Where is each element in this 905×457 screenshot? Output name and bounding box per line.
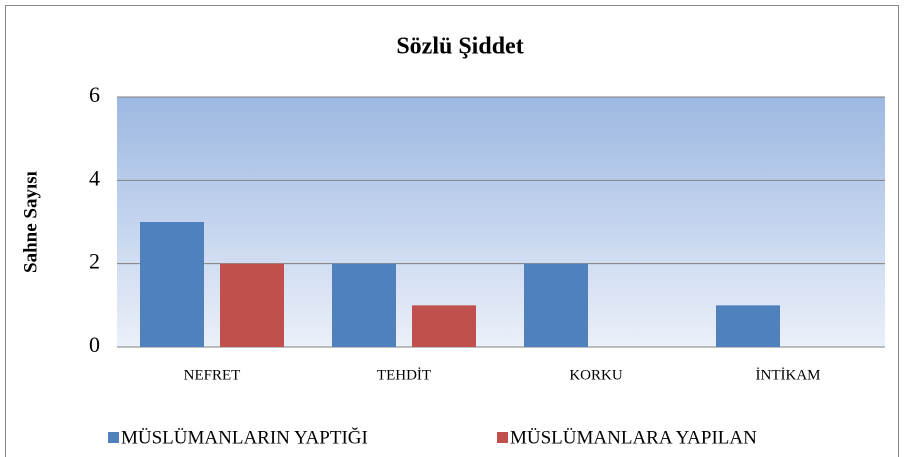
x-tick-label: TEHDİT	[377, 367, 431, 383]
y-tick-label: 0	[89, 332, 100, 357]
legend-swatch	[108, 432, 119, 443]
x-tick-label: İNTİKAM	[756, 367, 821, 383]
bar	[524, 263, 588, 347]
y-tick-label: 2	[89, 249, 100, 274]
x-tick-label: NEFRET	[184, 367, 241, 383]
y-axis-label: Sahne Sayısı	[20, 171, 41, 273]
legend-label: MÜSLÜMANLARIN YAPTIĞI	[121, 426, 368, 448]
legend-label: MÜSLÜMANLARA YAPILAN	[510, 427, 757, 448]
y-tick-label: 6	[89, 82, 100, 107]
bar	[412, 305, 476, 347]
bar	[220, 263, 284, 347]
bar	[140, 222, 204, 347]
y-tick-label: 4	[89, 165, 100, 190]
x-tick-label: KORKU	[569, 367, 623, 383]
legend-swatch	[497, 432, 508, 443]
chart-title: Sözlü Şiddet	[396, 34, 523, 60]
bar	[716, 305, 780, 347]
bar	[332, 263, 396, 347]
